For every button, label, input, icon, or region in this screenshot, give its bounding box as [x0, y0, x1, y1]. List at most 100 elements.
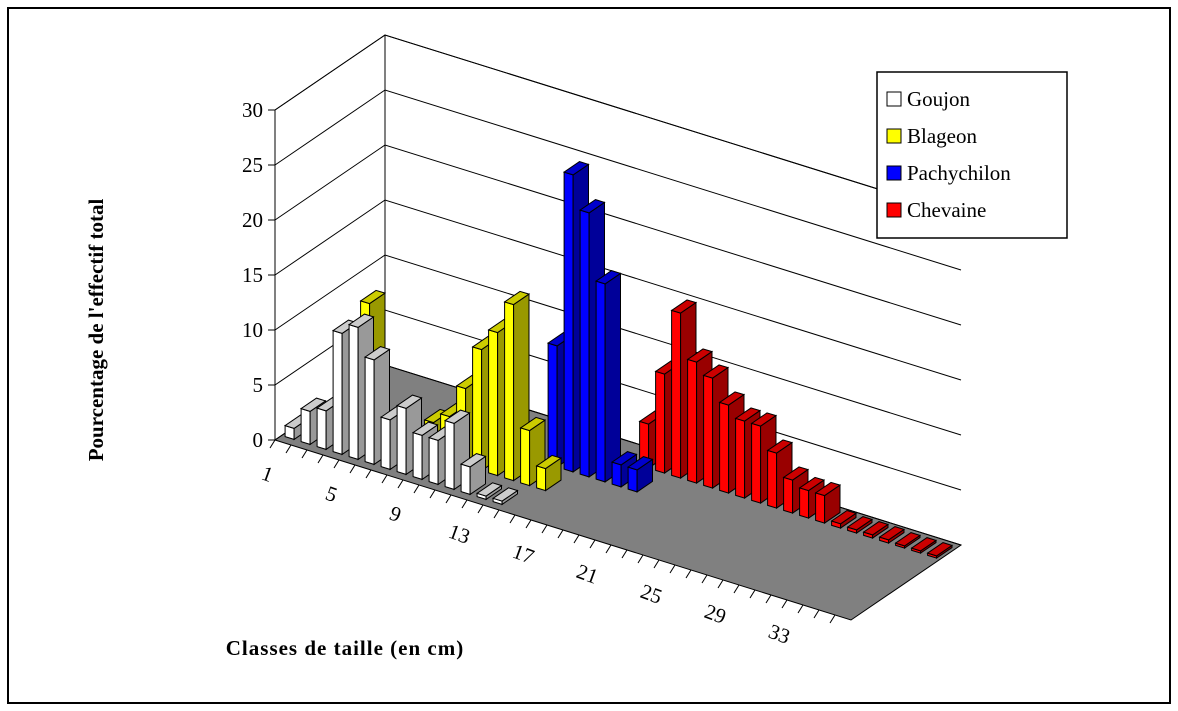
- x-tick: [637, 554, 644, 564]
- x-tick: [381, 474, 388, 484]
- grid-line: [274, 89, 962, 271]
- bar-top: [814, 481, 842, 497]
- bar: [594, 270, 622, 483]
- bar-front: [428, 436, 439, 486]
- y-axis-title: Pourcentage de l'effectif total: [84, 199, 108, 462]
- bar: [862, 521, 890, 540]
- x-tick: [461, 499, 468, 509]
- bar: [503, 290, 531, 482]
- bar-front: [364, 356, 375, 466]
- bar-front: [396, 404, 407, 476]
- bar: [926, 542, 954, 560]
- x-tick: [781, 599, 788, 609]
- x-tick: [429, 489, 436, 499]
- bar-front: [520, 427, 531, 487]
- x-tick: [589, 539, 596, 549]
- bar-top: [734, 407, 762, 422]
- bar: [535, 454, 563, 492]
- bar: [910, 537, 938, 555]
- bar-top: [347, 313, 375, 328]
- bar-front: [504, 301, 515, 482]
- bar-top: [610, 451, 638, 466]
- x-tick: [269, 439, 276, 449]
- bar-front: [655, 370, 666, 474]
- bar: [459, 453, 487, 496]
- x-tick: [557, 529, 564, 539]
- bar-top: [926, 542, 954, 557]
- bar-front: [460, 463, 471, 496]
- x-tick: [333, 459, 340, 469]
- bar-top: [862, 521, 890, 536]
- x-tick: [525, 519, 532, 529]
- y-tick-label: 0: [253, 428, 264, 452]
- bar-top: [535, 454, 563, 470]
- x-tick: [765, 594, 772, 604]
- bar: [830, 509, 858, 530]
- bar-front: [488, 329, 499, 477]
- bar-top: [443, 409, 471, 424]
- bar-top: [910, 537, 938, 552]
- bar-front: [332, 329, 343, 456]
- y-tick-label: 15: [242, 263, 263, 287]
- grid-line: [274, 199, 962, 381]
- bar-top: [718, 391, 746, 406]
- bar-top: [491, 487, 519, 502]
- bar-top: [363, 346, 391, 361]
- bar: [814, 481, 842, 525]
- bar: [491, 487, 519, 506]
- bar-top: [475, 482, 503, 497]
- bar-top: [830, 509, 858, 525]
- x-tick: [685, 569, 692, 579]
- bar-front: [687, 358, 698, 484]
- x-tick: [829, 614, 836, 624]
- x-tick: [477, 504, 484, 514]
- bar: [427, 426, 455, 486]
- legend-swatch: [886, 128, 902, 144]
- y-tick-label: 10: [242, 318, 263, 342]
- bar-front: [799, 487, 810, 519]
- bar-front: [380, 416, 391, 471]
- bar: [626, 456, 654, 493]
- y-tick-label: 5: [253, 373, 264, 397]
- legend-swatch: [886, 91, 902, 107]
- bar-front: [472, 346, 483, 472]
- bar-top: [766, 439, 794, 454]
- legend-swatch: [886, 165, 902, 181]
- bar-front: [767, 449, 778, 509]
- bar-front: [316, 407, 327, 451]
- bar-top: [411, 421, 439, 436]
- bar: [894, 532, 922, 550]
- y-tick-label: 25: [242, 153, 263, 177]
- x-tick: [749, 589, 756, 599]
- bar-top: [503, 290, 531, 306]
- bar-top: [846, 516, 874, 531]
- bar-front: [611, 461, 622, 488]
- bar-front: [671, 309, 682, 479]
- bar-front: [751, 422, 762, 504]
- x-tick: [509, 514, 516, 524]
- bar-front: [703, 374, 714, 489]
- bar-top: [702, 364, 730, 379]
- bar-front: [563, 171, 574, 473]
- bar-top: [594, 270, 622, 285]
- bar-side: [604, 272, 621, 483]
- x-tick: [621, 549, 628, 559]
- legend-label: Chevaine: [907, 198, 986, 222]
- bar-top: [359, 289, 387, 305]
- x-tick: [733, 584, 740, 594]
- bar-front: [627, 466, 638, 493]
- x-tick: [813, 609, 820, 619]
- x-tick: [365, 469, 372, 479]
- bar-front: [547, 342, 558, 468]
- x-tick: [605, 544, 612, 554]
- x-tick: [349, 464, 356, 474]
- bar-front: [444, 419, 455, 491]
- bar-top: [798, 476, 826, 492]
- legend-label: Goujon: [907, 87, 971, 111]
- x-tick: [653, 559, 660, 569]
- x-tick: [445, 494, 452, 504]
- x-tick: [397, 479, 404, 489]
- x-tick: [541, 524, 548, 534]
